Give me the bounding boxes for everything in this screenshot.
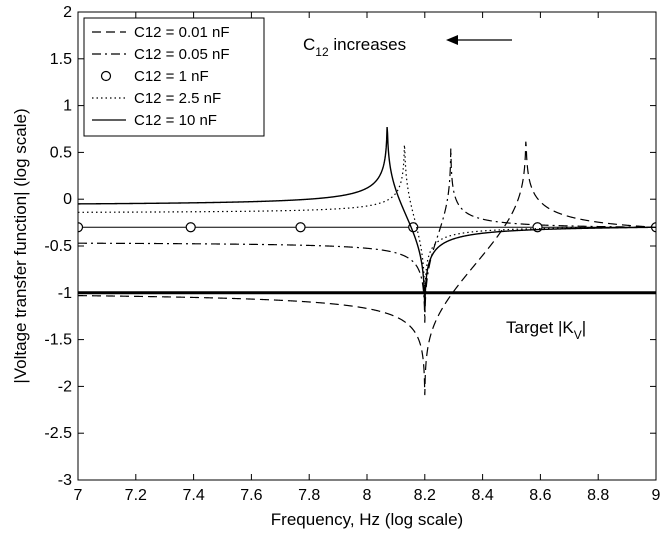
x-tick-label: 7.2 <box>125 487 147 504</box>
annotation-target-sub: V <box>574 328 582 342</box>
x-tick-label: 8.6 <box>529 487 551 504</box>
x-tick-label: 8.2 <box>414 487 436 504</box>
x-tick-label: 7.8 <box>298 487 320 504</box>
y-tick-label: -2 <box>58 378 72 395</box>
annotation-target-main: Target |K <box>506 318 574 337</box>
annotation-c-letter: C <box>303 35 315 54</box>
series-1nF-marker <box>78 222 84 233</box>
y-tick-label: 1 <box>63 98 72 115</box>
y-tick-label: 1.5 <box>50 51 72 68</box>
legend-label: C12 = 2.5 nF <box>134 90 221 107</box>
axes-layer: 7 7.2 7.4 7.6 7.8 8 8.2 8.4 8.6 8.8 9 -3 -2.5 -2 -1.5 -… <box>11 4 661 529</box>
annotation-target: Target |KV| <box>506 318 586 342</box>
series-line-3 <box>78 144 656 303</box>
y-tick-label: -0.5 <box>44 238 72 255</box>
x-tick-label: 8 <box>363 487 372 504</box>
annotation-rest: increases <box>329 35 406 54</box>
x-tick-label: 7.6 <box>240 487 262 504</box>
x-tick-label: 8.8 <box>587 487 609 504</box>
series-line-1 <box>78 148 656 323</box>
annotation-target-rest: | <box>582 318 586 337</box>
y-tick-label: 0.5 <box>50 144 72 161</box>
y-tick-label: 2 <box>63 4 72 21</box>
legend-box <box>83 17 265 137</box>
annotation-increases: C12 increases <box>303 35 406 59</box>
series-line-4 <box>78 126 656 312</box>
y-tick-label: -3 <box>58 472 72 489</box>
y-tick-label: -2.5 <box>44 425 72 442</box>
legend-label: C12 = 1 nF <box>134 68 209 85</box>
annotation-subscript: 12 <box>315 45 329 59</box>
y-tick-label: -1.5 <box>44 332 72 349</box>
series-1nF-marker <box>185 222 196 233</box>
x-axis-title: Frequency, Hz (log scale) <box>271 510 463 529</box>
legend: C12 = 0.01 nF C12 = 0.05 nF C12 = 1 nF C12 … <box>83 17 265 137</box>
series-line-0 <box>78 141 656 396</box>
y-tick-label: -1 <box>58 285 72 302</box>
series-layer <box>78 126 656 396</box>
legend-label: C12 = 0.05 nF <box>134 46 229 63</box>
x-tick-label: 9 <box>652 487 661 504</box>
x-tick-label: 8.4 <box>471 487 493 504</box>
y-tick-label: 0 <box>63 191 72 208</box>
legend-label: C12 = 10 nF <box>134 112 217 129</box>
legend-label: C12 = 0.01 nF <box>134 24 229 41</box>
x-tick-label: 7.4 <box>182 487 204 504</box>
y-axis-title: |Voltage transfer function| (log scale) <box>11 108 30 383</box>
annotation-arrow-head <box>446 35 458 45</box>
x-tick-label: 7 <box>74 487 83 504</box>
series-1nF-marker <box>295 222 306 233</box>
legend-marker <box>100 70 112 82</box>
annotations: C12 increases Target |KV| <box>303 35 586 342</box>
